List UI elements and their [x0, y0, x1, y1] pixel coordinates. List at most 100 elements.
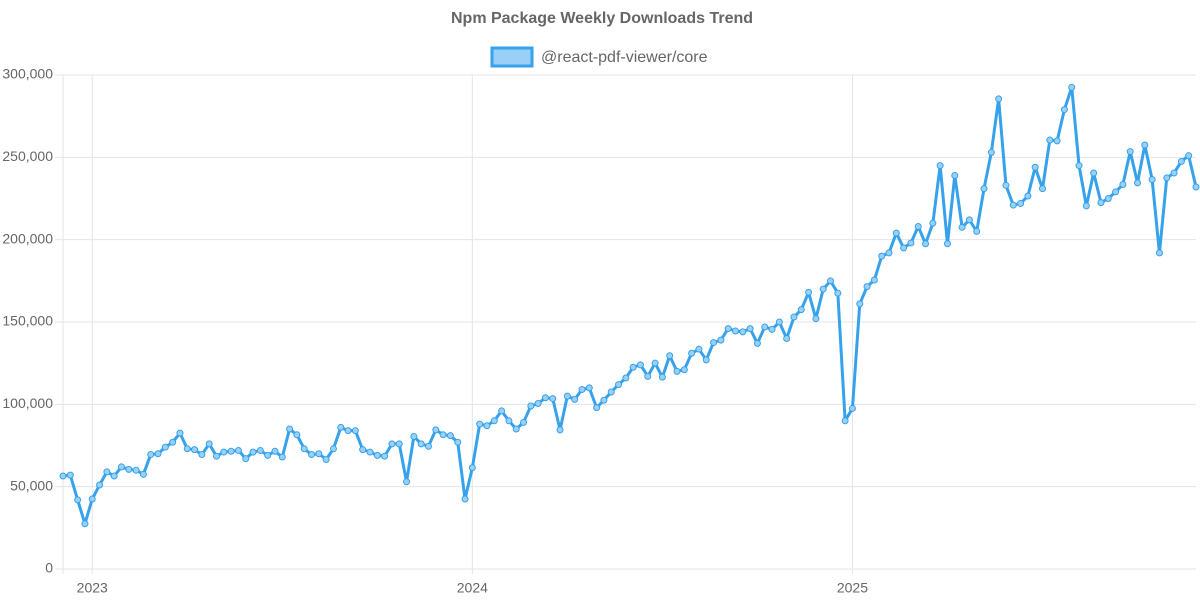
- x-tick-label: 2024: [457, 580, 488, 596]
- point: [1002, 181, 1010, 189]
- point: [724, 325, 732, 333]
- point: [856, 300, 864, 308]
- point: [388, 440, 396, 448]
- point: [805, 288, 813, 296]
- point: [644, 372, 652, 380]
- point: [234, 446, 242, 454]
- point: [337, 423, 345, 431]
- point: [863, 283, 871, 291]
- y-tick-label: 250,000: [2, 148, 53, 164]
- point: [702, 356, 710, 364]
- point: [980, 185, 988, 193]
- point: [680, 366, 688, 374]
- point: [534, 400, 542, 408]
- point: [936, 162, 944, 170]
- legend-swatch: [490, 46, 534, 68]
- point: [1126, 148, 1134, 156]
- point: [395, 440, 403, 448]
- point: [271, 447, 279, 455]
- point: [147, 451, 155, 459]
- point: [490, 417, 498, 425]
- point: [74, 496, 82, 504]
- point: [191, 446, 199, 454]
- point: [578, 386, 586, 394]
- point: [1038, 185, 1046, 193]
- y-tick-label: 200,000: [2, 230, 53, 246]
- y-tick-label: 150,000: [2, 313, 53, 329]
- point: [1104, 195, 1112, 202]
- point: [308, 451, 316, 459]
- point: [541, 394, 549, 402]
- point: [1170, 169, 1178, 177]
- point: [1053, 137, 1061, 145]
- point: [461, 495, 469, 503]
- point: [878, 252, 886, 260]
- point: [717, 336, 725, 344]
- y-tick-label: 100,000: [2, 395, 53, 411]
- point: [922, 240, 930, 248]
- point: [446, 432, 454, 440]
- point: [797, 306, 805, 314]
- point: [973, 227, 981, 235]
- point: [432, 426, 440, 434]
- point: [987, 148, 995, 156]
- point: [161, 443, 169, 451]
- point: [1090, 169, 1098, 177]
- point: [1134, 179, 1142, 187]
- point: [213, 452, 221, 460]
- point: [249, 448, 257, 456]
- point: [870, 276, 878, 284]
- point: [264, 451, 272, 459]
- point: [315, 450, 323, 458]
- point: [96, 481, 104, 489]
- point: [1017, 199, 1025, 207]
- point: [1177, 157, 1185, 165]
- point: [125, 465, 133, 473]
- point: [154, 450, 162, 458]
- point: [841, 417, 849, 425]
- point: [943, 240, 951, 248]
- x-tick-label: 2023: [77, 580, 108, 596]
- line: [62, 85, 1198, 526]
- point: [293, 431, 301, 439]
- point: [176, 429, 184, 437]
- point: [834, 289, 842, 297]
- point: [322, 455, 330, 463]
- point: [66, 471, 74, 479]
- point: [673, 367, 681, 375]
- point: [59, 472, 67, 480]
- point: [439, 431, 447, 439]
- point: [688, 349, 696, 357]
- point: [571, 395, 579, 403]
- point: [476, 420, 484, 428]
- point: [658, 373, 666, 381]
- point: [607, 388, 615, 396]
- point: [929, 219, 937, 227]
- point: [746, 325, 754, 333]
- point: [1119, 181, 1127, 189]
- point: [900, 244, 908, 252]
- point: [468, 464, 476, 472]
- point: [1075, 162, 1083, 170]
- point: [695, 345, 703, 353]
- point: [622, 374, 630, 382]
- point: [169, 438, 177, 446]
- point: [505, 417, 513, 425]
- point: [1192, 183, 1200, 191]
- point: [761, 323, 769, 331]
- point: [1097, 199, 1105, 207]
- point: [1009, 201, 1017, 209]
- point: [768, 325, 776, 333]
- point: [907, 239, 915, 247]
- point: [549, 395, 557, 403]
- point: [1031, 163, 1039, 171]
- point: [117, 463, 125, 471]
- chart-title: Npm Package Weekly Downloads Trend: [451, 10, 753, 27]
- y-tick-label: 50,000: [10, 477, 53, 493]
- y-tick-label: 0: [45, 560, 53, 576]
- point: [753, 339, 761, 347]
- point: [951, 171, 959, 179]
- point: [563, 392, 571, 400]
- point: [410, 432, 418, 440]
